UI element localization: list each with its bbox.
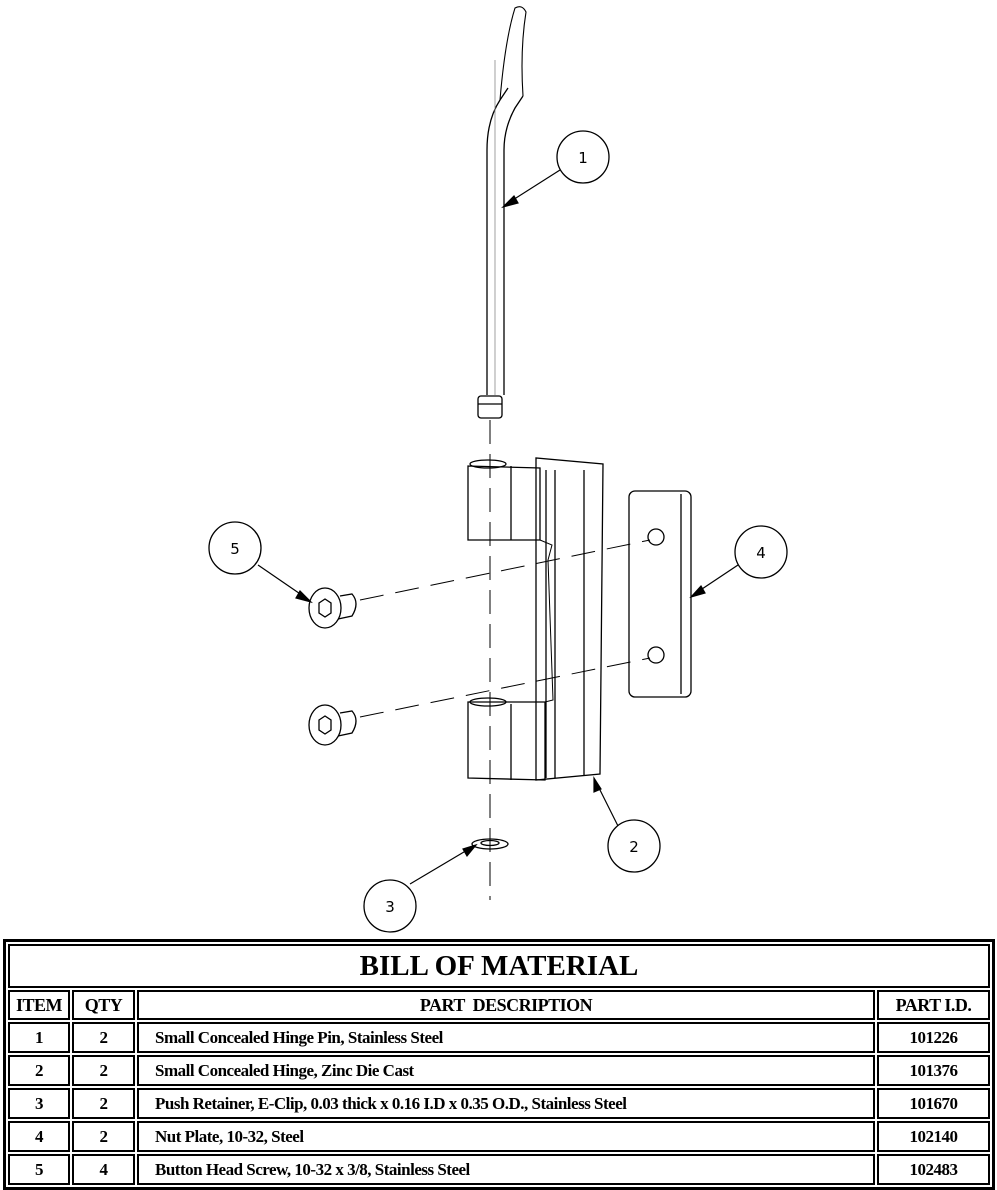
hinge-pin (477, 6, 527, 419)
header-description: PART DESCRIPTION (137, 990, 875, 1020)
svg-text:2: 2 (629, 838, 639, 856)
part-id-cell: 101376 (877, 1055, 990, 1086)
e-clip-retainer (471, 838, 509, 850)
svg-text:3: 3 (385, 898, 395, 916)
description-cell: Push Retainer, E-Clip, 0.03 thick x 0.16… (137, 1088, 875, 1119)
balloon-1: 1 (556, 130, 610, 184)
qty-cell: 4 (72, 1154, 135, 1185)
part-id-cell: 101670 (877, 1088, 990, 1119)
leader-lines (257, 169, 739, 885)
svg-text:5: 5 (230, 540, 240, 558)
balloon-5: 5 (208, 521, 262, 575)
qty-cell: 2 (72, 1055, 135, 1086)
description-cell: Small Concealed Hinge, Zinc Die Cast (137, 1055, 875, 1086)
svg-text:1: 1 (578, 149, 588, 167)
part-id-cell: 102483 (877, 1154, 990, 1185)
item-cell: 2 (8, 1055, 70, 1086)
item-cell: 5 (8, 1154, 70, 1185)
part-id-cell: 102140 (877, 1121, 990, 1152)
header-qty: QTY (72, 990, 135, 1020)
exploded-assembly-drawing: 1 2 3 4 5 (208, 6, 788, 933)
item-cell: 4 (8, 1121, 70, 1152)
qty-cell: 2 (72, 1088, 135, 1119)
description-cell: Small Concealed Hinge Pin, Stainless Ste… (137, 1022, 875, 1053)
qty-cell: 2 (72, 1121, 135, 1152)
item-cell: 1 (8, 1022, 70, 1053)
table-row: 4 2 Nut Plate, 10-32, Steel 102140 (8, 1121, 990, 1152)
assembly-lines (359, 539, 651, 718)
table-row: 5 4 Button Head Screw, 10-32 x 3/8, Stainl… (8, 1154, 990, 1185)
table-row: 2 2 Small Concealed Hinge, Zinc Die Cast 10… (8, 1055, 990, 1086)
table-row: 1 2 Small Concealed Hinge Pin, Stainless S… (8, 1022, 990, 1053)
description-cell: Button Head Screw, 10-32 x 3/8, Stainles… (137, 1154, 875, 1185)
balloon-4: 4 (734, 525, 788, 579)
description-cell: Nut Plate, 10-32, Steel (137, 1121, 875, 1152)
button-head-screw-upper (308, 587, 357, 629)
qty-cell: 2 (72, 1022, 135, 1053)
table-row: 3 2 Push Retainer, E-Clip, 0.03 thick x 0.… (8, 1088, 990, 1119)
bom-title: BILL OF MATERIAL (8, 944, 990, 988)
svg-text:4: 4 (756, 544, 766, 562)
balloon-2: 2 (607, 819, 661, 873)
hinge-body (467, 457, 604, 781)
nut-plate (628, 490, 692, 698)
item-cell: 3 (8, 1088, 70, 1119)
part-id-cell: 101226 (877, 1022, 990, 1053)
header-part-id: PART I.D. (877, 990, 990, 1020)
header-item: ITEM (8, 990, 70, 1020)
bill-of-material-table: BILL OF MATERIAL ITEM QTY PART DESCRIPTI… (3, 939, 995, 1190)
button-head-screw-lower (308, 704, 357, 746)
balloon-3: 3 (363, 879, 417, 933)
